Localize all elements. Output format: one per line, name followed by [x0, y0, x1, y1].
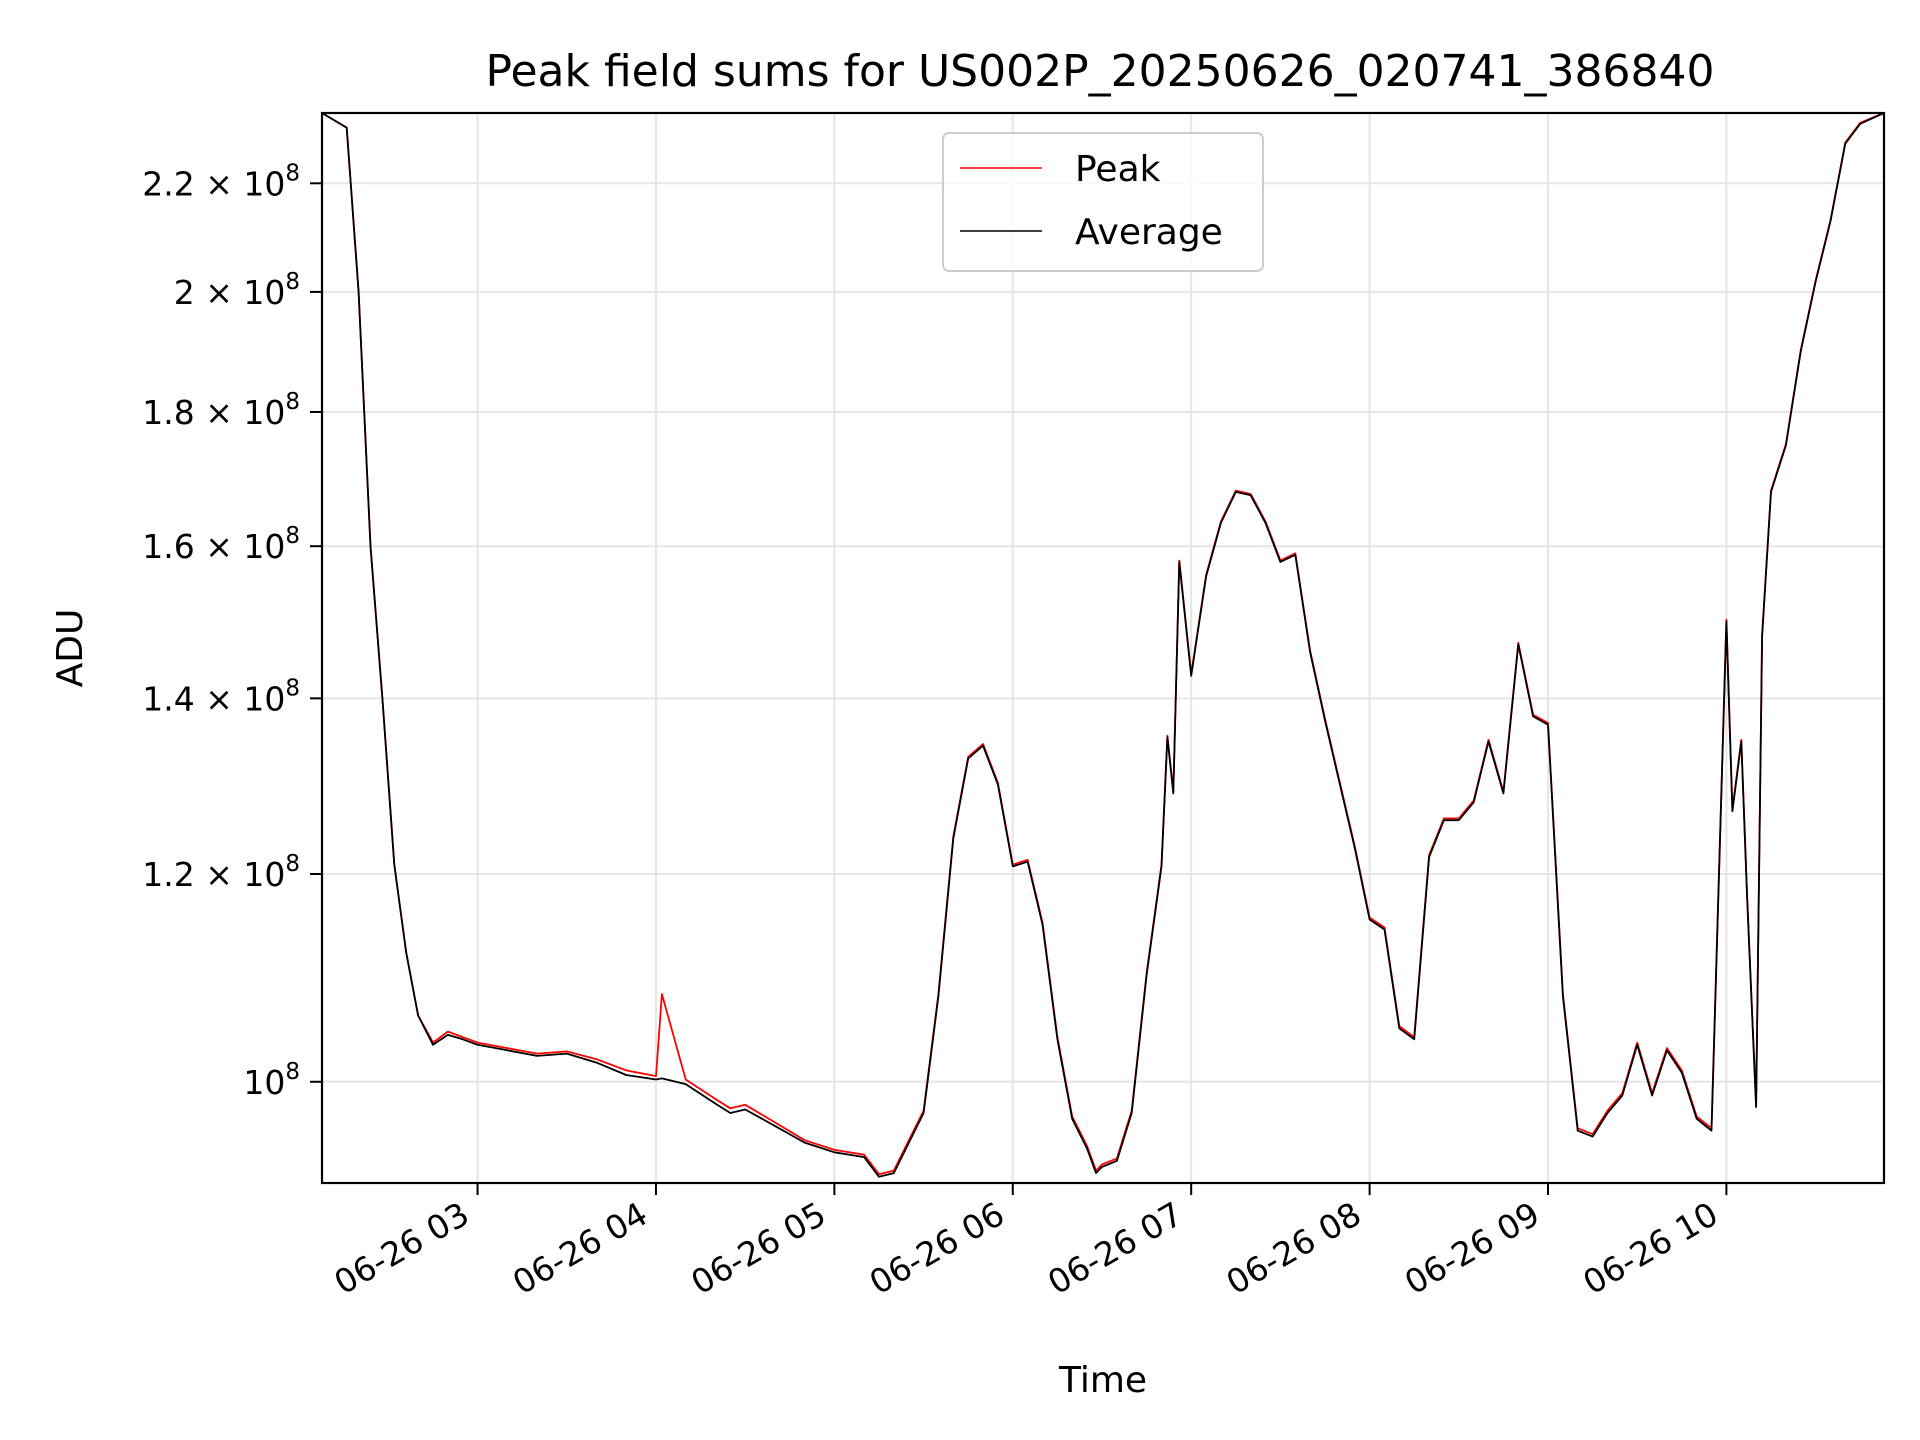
- plot-frame: [320, 111, 1886, 1185]
- y-tick-label: 1.8 × 108: [142, 389, 300, 432]
- plot-series: [321, 112, 1885, 1178]
- legend-label-peak: Peak: [1075, 149, 1161, 190]
- y-tick-label: 1.6 × 108: [142, 523, 300, 566]
- x-axis-label: Time: [1058, 1360, 1147, 1401]
- series-line-average: [321, 112, 1885, 1178]
- y-tick-label: 2 × 108: [174, 269, 300, 312]
- chart-title: Peak field sums for US002P_20250626_0207…: [486, 46, 1715, 97]
- y-tick-label: 1.2 × 108: [142, 851, 300, 894]
- y-axis-label: ADU: [50, 609, 91, 688]
- legend-label-average: Average: [1075, 212, 1223, 253]
- y-tick-label: 1.4 × 108: [142, 675, 300, 718]
- y-tick-label: 2.2 × 108: [142, 160, 300, 203]
- legend: Peak Average: [942, 132, 1264, 272]
